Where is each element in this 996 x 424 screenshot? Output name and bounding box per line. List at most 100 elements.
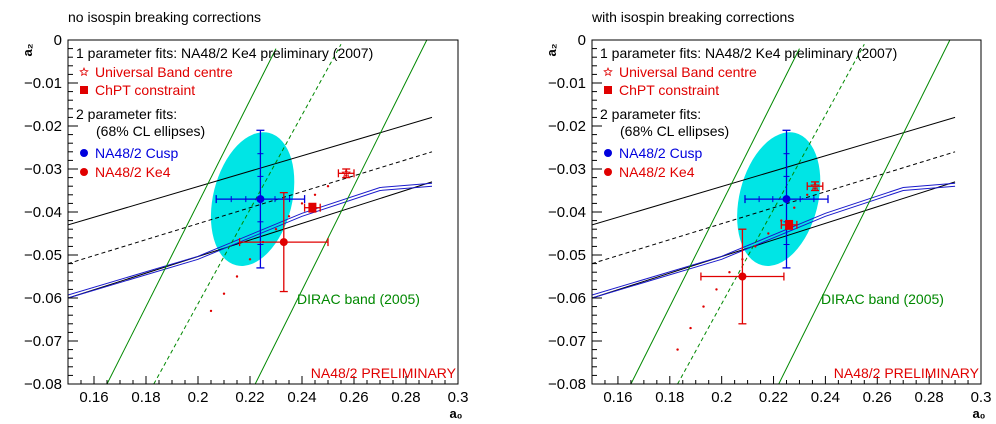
legend-ke4-label: NA48/2 Ke4 [619,164,695,180]
chart-title: with isospin breaking corrections [591,9,794,25]
chpt-constraint-point [780,219,798,230]
legend-ke4-dot-icon [80,168,88,176]
y-tick-label: −0.05 [24,247,62,264]
legend-ub-label: Universal Band centre [619,64,757,80]
cusp-marker [782,195,791,204]
y-tick-label: −0.01 [24,75,62,92]
legend-ke4-label: NA48/2 Ke4 [95,164,171,180]
legend-header-1: 1 parameter fits: NA48/2 Ke4 preliminary… [76,45,373,61]
legend-cusp-label: NA48/2 Cusp [619,145,702,161]
y-tick-label: −0.03 [24,161,62,178]
legend-header-2b: (68% CL ellipses) [620,123,729,139]
chpt-band-curve-lower [68,185,433,299]
x-axis: 0.16 0.18 0.2 0.22 0.24 0.26 0.28 0.3a₀ [591,376,992,421]
ub-dotted-point-7 [767,232,770,235]
y-tick-label: −0.08 [24,376,62,393]
x-tick-label: 0.3 [971,389,992,406]
ub-dotted-point-1 [689,326,692,330]
ub-centre-point [337,168,355,179]
legend-cusp-dot-icon [80,149,88,157]
y-tick-label: −0.03 [548,161,586,178]
x-tick-label: 0.22 [235,389,264,406]
y-tick-label: −0.02 [548,118,586,135]
ub-dotted-point-2 [702,305,705,308]
dirac-band-right-line [778,40,951,384]
legend-ub-star-icon [79,66,89,77]
legend-chpt-square-icon [80,86,88,94]
dirac-band-left-line [106,48,277,384]
legend-ub-star-icon [603,66,613,77]
legend-header-2b: (68% CL ellipses) [96,123,205,139]
legend: 1 parameter fits: NA48/2 Ke4 preliminary… [76,45,373,180]
x-tick-label: 0.26 [863,389,892,406]
ub-dotted-point-8 [313,193,317,196]
y-tick-label: −0.05 [548,247,586,264]
legend-chpt-label: ChPT constraint [619,82,719,98]
ub-star-marker [810,181,820,191]
x-tick-label: 0.24 [811,389,840,406]
dirac-band-label: DIRAC band (2005) [821,291,944,307]
cusp-marker [256,195,265,204]
ub-dotted-point-0 [209,309,213,313]
legend-ub-label: Universal Band centre [95,64,233,80]
x-tick-label: 0.16 [79,389,108,406]
universal-band-upper-line [68,116,433,226]
legend-header-1: 1 parameter fits: NA48/2 Ke4 preliminary… [600,45,897,61]
y-axis: 0 −0.01 −0.02 −0.03 −0.04 −0.05 −0.06 −0.07 −0.0… [544,32,602,393]
x-tick-label: 0.2 [188,389,209,406]
cusp-point [215,129,306,269]
ub-dotted-point-1 [222,292,226,295]
ub-dotted-point-4 [728,271,731,274]
x-tick-label: 0.16 [603,389,632,406]
legend: 1 parameter fits: NA48/2 Ke4 preliminary… [600,45,897,180]
x-tick-label: 0.24 [287,389,316,406]
preliminary-label: NA48/2 PRELIMINARY [311,365,457,381]
ke4-marker [279,238,288,247]
ub-dotted-point-0 [676,348,679,351]
ub-star-marker [341,168,351,178]
dirac-band-dashed-line [677,44,865,384]
universal-band-upper-line [592,116,956,226]
chart-title: no isospin breaking corrections [68,9,261,25]
chpt-band-curve-lower [592,185,956,299]
ub-dotted-point-9 [326,185,330,188]
y-tick-label: −0.04 [548,204,586,221]
chart-panel-1: 0.16 0.18 0.2 0.22 0.24 0.26 0.28 0.3a₀ 0 −0.01 −0… [20,9,468,421]
legend-chpt-label: ChPT constraint [95,82,195,98]
ub-centre-point [806,181,824,192]
dirac-band-dashed-line [153,44,342,384]
y-axis-label: a₂ [20,43,35,56]
x-tick-label: 0.2 [711,389,732,406]
y-axis-label: a₂ [544,43,559,56]
y-tick-label: −0.04 [24,204,62,221]
x-axis-label: a₀ [449,406,462,421]
ub-dotted-point-3 [715,288,718,291]
plot-area [68,40,433,384]
universal-band-lower-line [68,181,433,299]
chpt-constraint-point [303,202,321,213]
preliminary-label: NA48/2 PRELIMINARY [834,365,980,381]
legend-chpt-square-icon [604,86,612,94]
y-tick-label: 0 [54,32,62,49]
ke4-point [238,191,329,293]
x-axis-label: a₀ [972,406,985,421]
universal-band-center-line [68,151,433,265]
ub-dotted-point-6 [287,215,291,218]
plot-area [592,40,956,384]
legend-header-2: 2 parameter fits: [600,106,701,122]
x-tick-label: 0.18 [131,389,160,406]
y-tick-label: −0.06 [24,290,62,307]
dirac-band-label: DIRAC band (2005) [297,291,420,307]
ub-dotted-point-7 [300,202,304,205]
legend-cusp-dot-icon [604,149,612,157]
legend-cusp-label: NA48/2 Cusp [95,145,178,161]
y-tick-label: 0 [578,32,586,49]
y-tick-label: −0.07 [548,333,586,350]
y-tick-label: −0.08 [548,376,586,393]
y-axis: 0 −0.01 −0.02 −0.03 −0.04 −0.05 −0.06 −0.07 −0.0… [20,32,78,393]
dirac-band-right-line [254,40,428,384]
ub-dotted-point-6 [754,245,757,248]
ke4-marker [738,272,747,281]
chpt-marker [785,220,794,229]
